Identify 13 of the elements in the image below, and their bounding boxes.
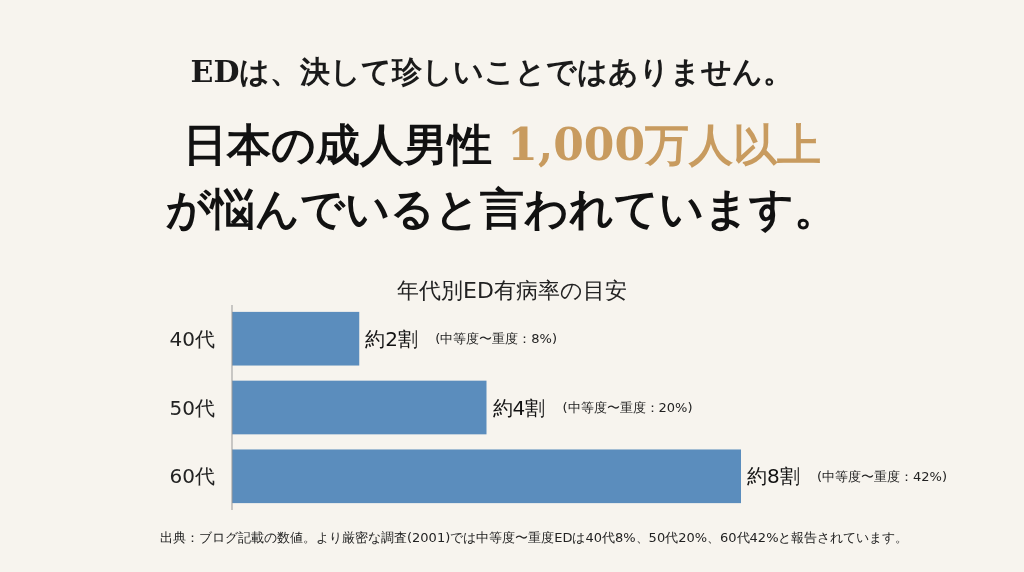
text: (中等度〜重度：42%) (817, 468, 948, 484)
annotation: (中等度〜重度：20%) (562, 400, 693, 415)
annotation: (中等度〜重度：8%) (435, 331, 558, 347)
y-tick-label: 40代 (169, 326, 215, 351)
data-label: 約8割 (747, 464, 800, 489)
data-label: 約4割 (492, 395, 546, 420)
chart-subtitle: EDは、決して珍しいことではありません。 (190, 54, 794, 89)
y-tick-label: 50代 (169, 395, 215, 420)
data-label: 約2割 (365, 326, 418, 351)
text: 年代別ED有病率の目安 (397, 278, 627, 303)
source-note: 出典：ブログ記載の数値。より厳密な調査(2001)では中等度〜重度EDは40代8%、50代20%、60代42%と報告されています。 (160, 530, 909, 545)
y-tick-label: 60代 (169, 464, 215, 489)
chart-title: 日本の成人男性 1,000万人以上が悩んでいると言われています。 (166, 119, 838, 234)
